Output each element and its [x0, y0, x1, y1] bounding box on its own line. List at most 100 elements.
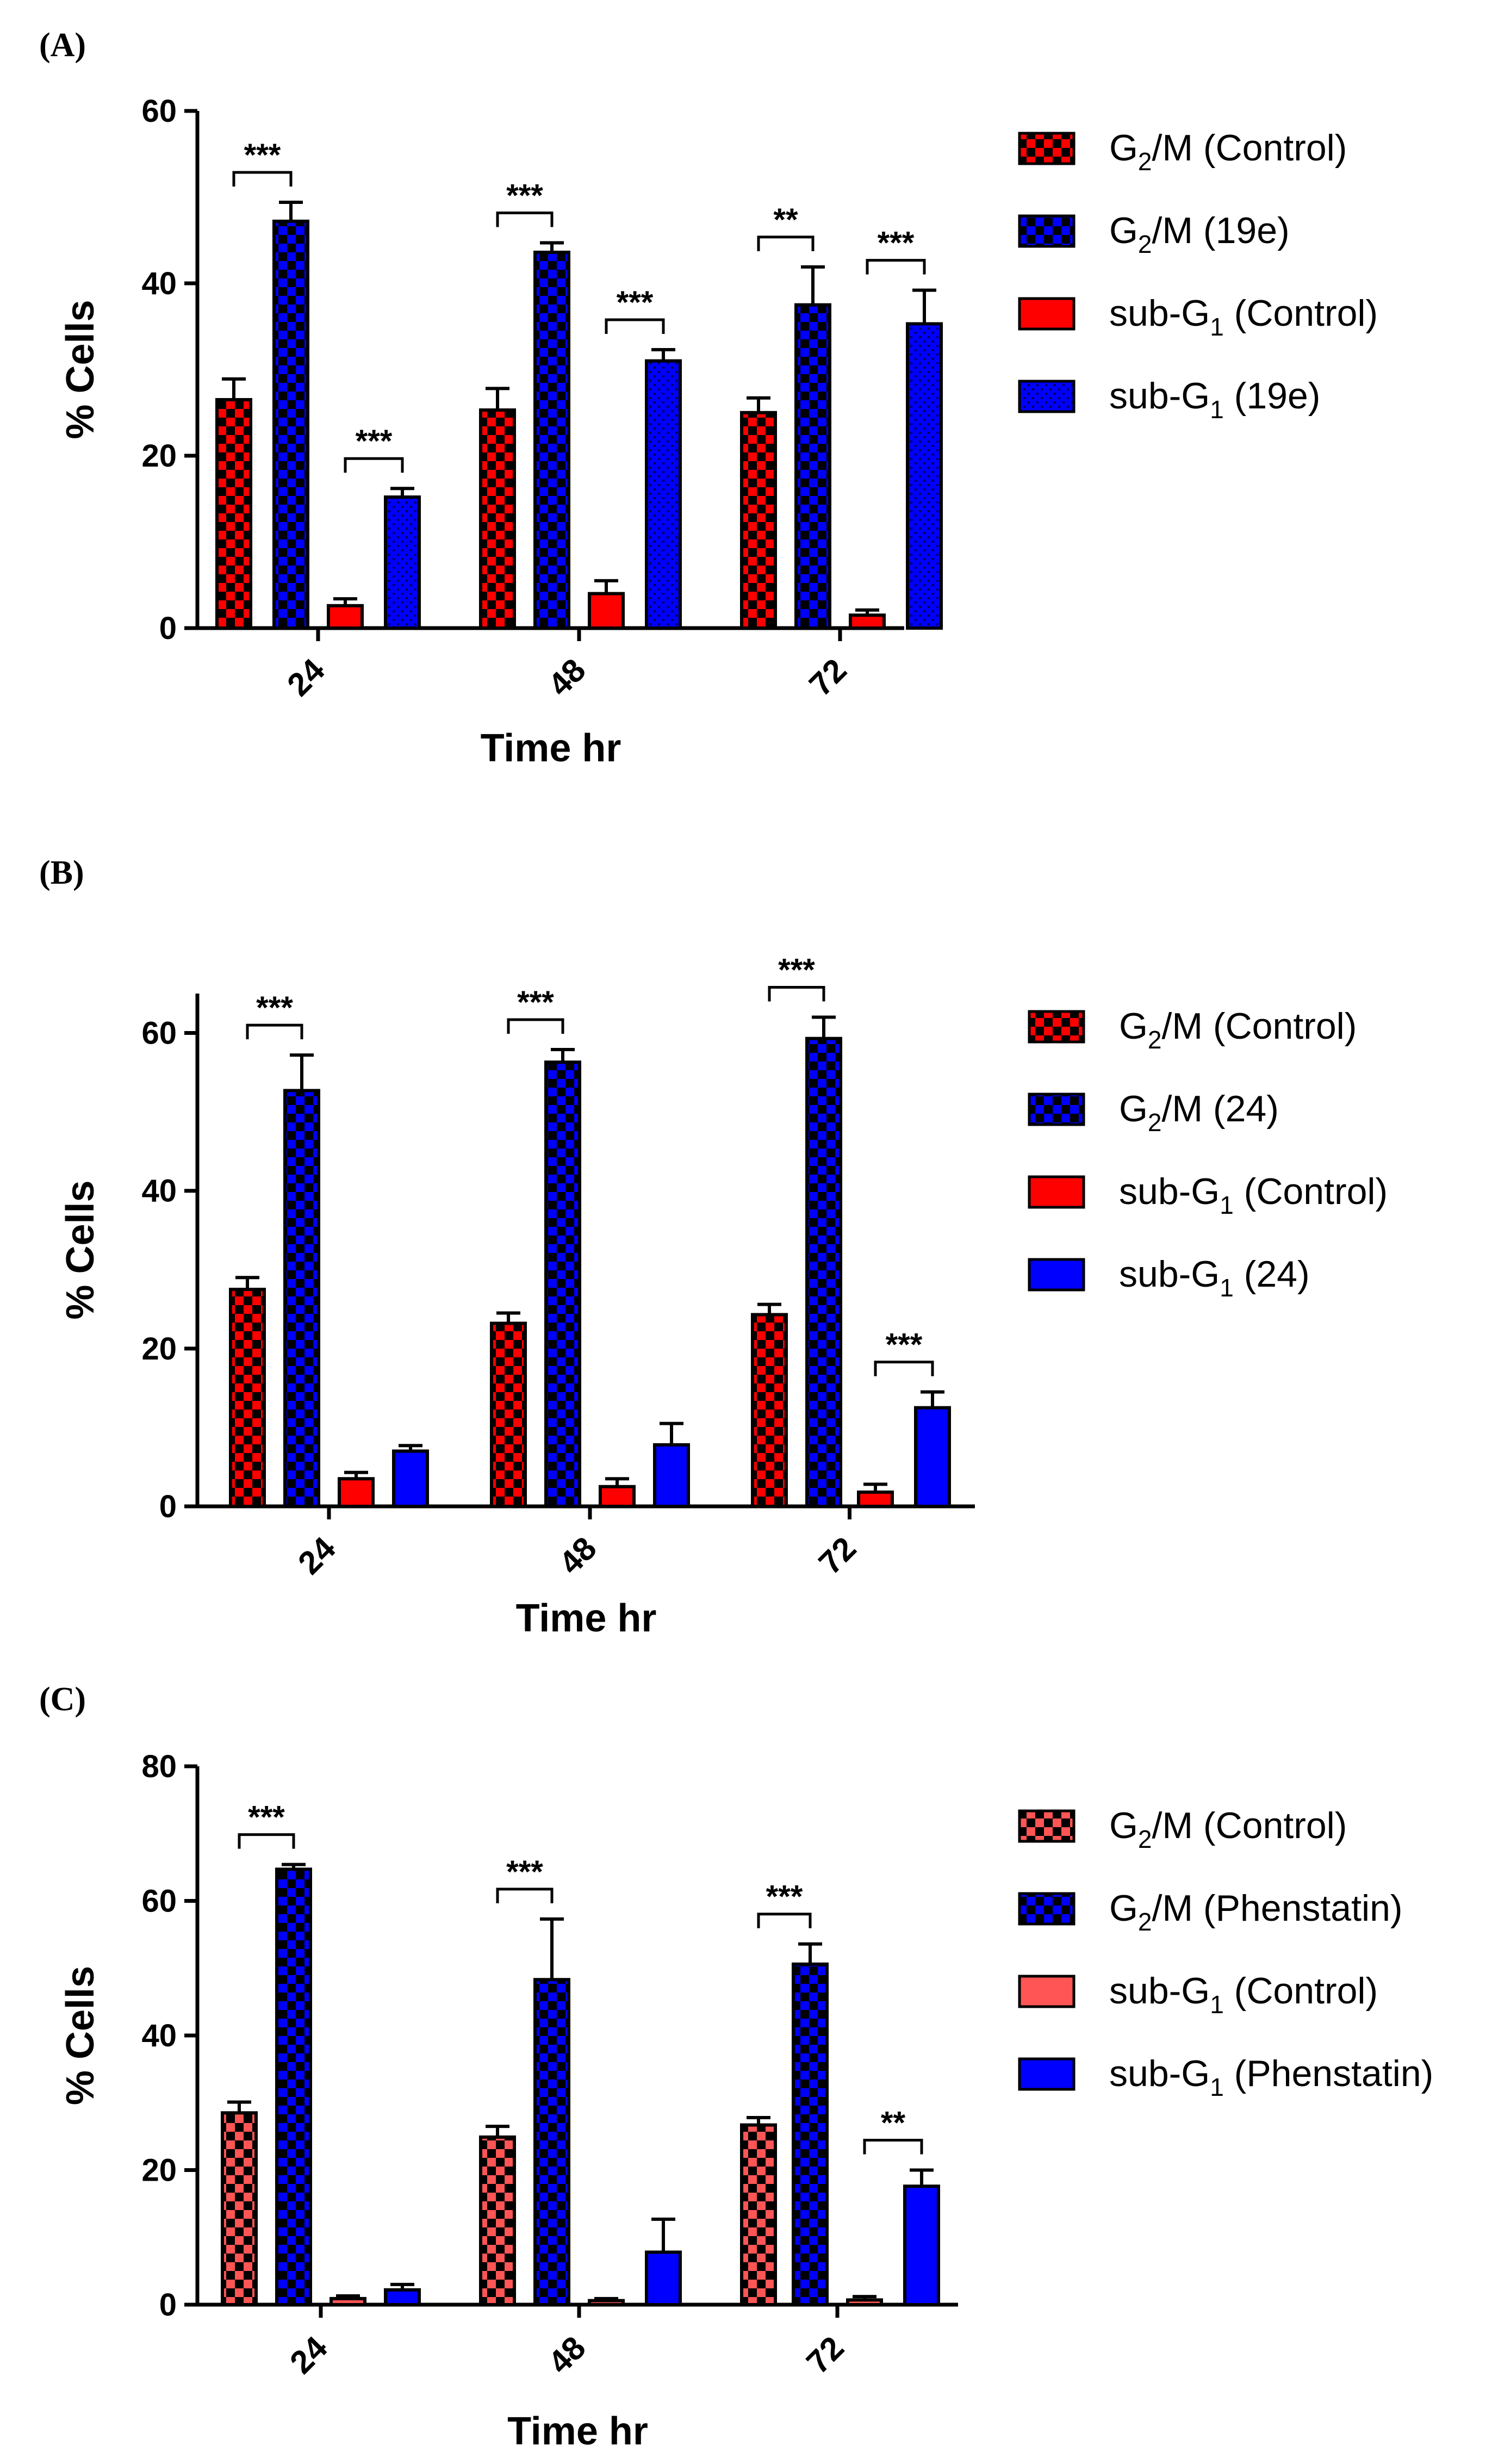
significance-bracket: [874, 1361, 934, 1376]
bar-s1-48: [544, 1060, 581, 1508]
bar-s1-48: [533, 250, 570, 630]
bar-s2-72: [857, 1490, 894, 1509]
legend-label: sub-G1 (Control): [1109, 1970, 1378, 2019]
bar-s2-72: [849, 613, 886, 630]
significance-label: ***: [766, 1879, 803, 1915]
x-axis-title: Time hr: [481, 727, 621, 770]
bar-s0-72: [740, 2123, 777, 2306]
bar-s3-48: [645, 359, 682, 630]
bar-s0-48: [490, 1321, 527, 1509]
legend-swatch: [1028, 1175, 1085, 1209]
bar-s0-72: [740, 411, 777, 630]
significance-bracket: [863, 2139, 923, 2155]
legend-swatch: [1028, 1010, 1085, 1044]
significance-label: ***: [356, 424, 393, 459]
legend-swatch: [1018, 1892, 1076, 1926]
y-tick-label: 40: [141, 266, 177, 301]
bar-s2-24: [330, 2297, 366, 2306]
y-tick-label: 60: [141, 1016, 177, 1051]
bar-s3-72: [903, 2184, 940, 2306]
legend-label: sub-G1 (Control): [1109, 293, 1378, 341]
y-tick-label: 80: [141, 1749, 177, 1784]
legend-swatch: [1028, 1258, 1085, 1292]
bar-s1-72: [792, 1962, 829, 2306]
x-tick-label-72: 72: [799, 2329, 851, 2381]
significance-label: ***: [506, 178, 543, 214]
panel-label: (B): [39, 854, 84, 891]
legend-swatch: [1018, 297, 1076, 331]
bar-s3-24: [384, 495, 421, 630]
y-tick-label: 60: [141, 94, 177, 129]
bar-s3-72: [914, 1406, 951, 1508]
bar-s0-24: [229, 1288, 266, 1509]
bar-s0-48: [479, 2135, 516, 2307]
x-tick-label-72: 72: [812, 1530, 863, 1581]
x-tick-label-72: 72: [802, 651, 854, 703]
significance-label: ***: [517, 985, 554, 1020]
bar-s2-24: [338, 1477, 375, 1509]
significance-bracket: [757, 235, 815, 251]
legend-swatch: [1018, 1809, 1076, 1843]
significance-bracket: [232, 171, 293, 187]
bar-s0-72: [751, 1313, 788, 1509]
significance-bracket: [246, 1023, 303, 1040]
y-tick-label: 0: [159, 611, 177, 646]
bar-s3-24: [392, 1449, 429, 1508]
bar-s2-48: [588, 592, 625, 630]
legend-label: sub-G1 (Phenstatin): [1109, 2053, 1433, 2101]
x-axis-title: Time hr: [507, 2410, 648, 2453]
bar-s0-24: [221, 2111, 258, 2306]
significance-label: ***: [256, 990, 293, 1026]
x-tick-label-24: 24: [280, 651, 332, 703]
bar-s2-24: [327, 604, 364, 630]
bar-s3-72: [906, 322, 943, 630]
legend-swatch: [1018, 132, 1076, 165]
significance-bracket: [605, 318, 665, 334]
x-tick-label-24: 24: [283, 2329, 334, 2381]
significance-label: ***: [506, 1854, 543, 1890]
significance-label: **: [881, 2106, 906, 2141]
y-tick-label: 0: [159, 2287, 177, 2323]
y-axis-title: % Cells: [59, 1180, 102, 1319]
significance-bracket: [344, 457, 404, 473]
significance-label: **: [773, 202, 798, 238]
y-tick-label: 20: [141, 438, 177, 474]
significance-label: ***: [617, 285, 654, 320]
bar-s2-48: [588, 2299, 625, 2307]
bar-s2-48: [599, 1485, 636, 1508]
y-tick-label: 20: [141, 1331, 177, 1367]
y-tick-label: 60: [141, 1884, 177, 1919]
panel-b: (B) 0 20 40 60 % Cells Time hr 24 48 72 *** *** *** *…: [39, 854, 1388, 1640]
bar-s1-24: [272, 219, 309, 630]
panel-label: (C): [39, 1681, 86, 1718]
y-axis-title: % Cells: [59, 1966, 102, 2105]
x-tick-label-48: 48: [541, 2329, 593, 2381]
significance-label: ***: [778, 953, 815, 988]
significance-label: ***: [244, 138, 281, 173]
bar-s2-72: [846, 2298, 883, 2306]
y-tick-label: 40: [141, 2018, 177, 2053]
legend-swatch: [1018, 2057, 1076, 2091]
bar-s0-48: [479, 408, 516, 630]
significance-bracket: [757, 1913, 812, 1928]
significance-bracket: [507, 1018, 564, 1034]
x-tick-label-48: 48: [541, 651, 593, 703]
legend-label: G2/M (Phenstatin): [1109, 1888, 1403, 1936]
significance-bracket: [496, 1888, 554, 1903]
bar-s1-72: [794, 303, 831, 630]
significance-bracket: [496, 212, 554, 227]
x-tick-label-48: 48: [552, 1530, 604, 1581]
significance-label: ***: [248, 1800, 285, 1835]
bar-s1-72: [805, 1037, 842, 1508]
bar-s3-48: [645, 2250, 682, 2307]
bar-s3-48: [653, 1443, 690, 1509]
bar-s3-24: [384, 2288, 421, 2306]
legend-label: G2/M (24): [1119, 1088, 1279, 1137]
significance-bracket: [238, 1833, 295, 1849]
legend-label: G2/M (Control): [1109, 127, 1347, 176]
legend-label: G2/M (Control): [1109, 1805, 1347, 1853]
legend-swatch: [1018, 380, 1076, 413]
